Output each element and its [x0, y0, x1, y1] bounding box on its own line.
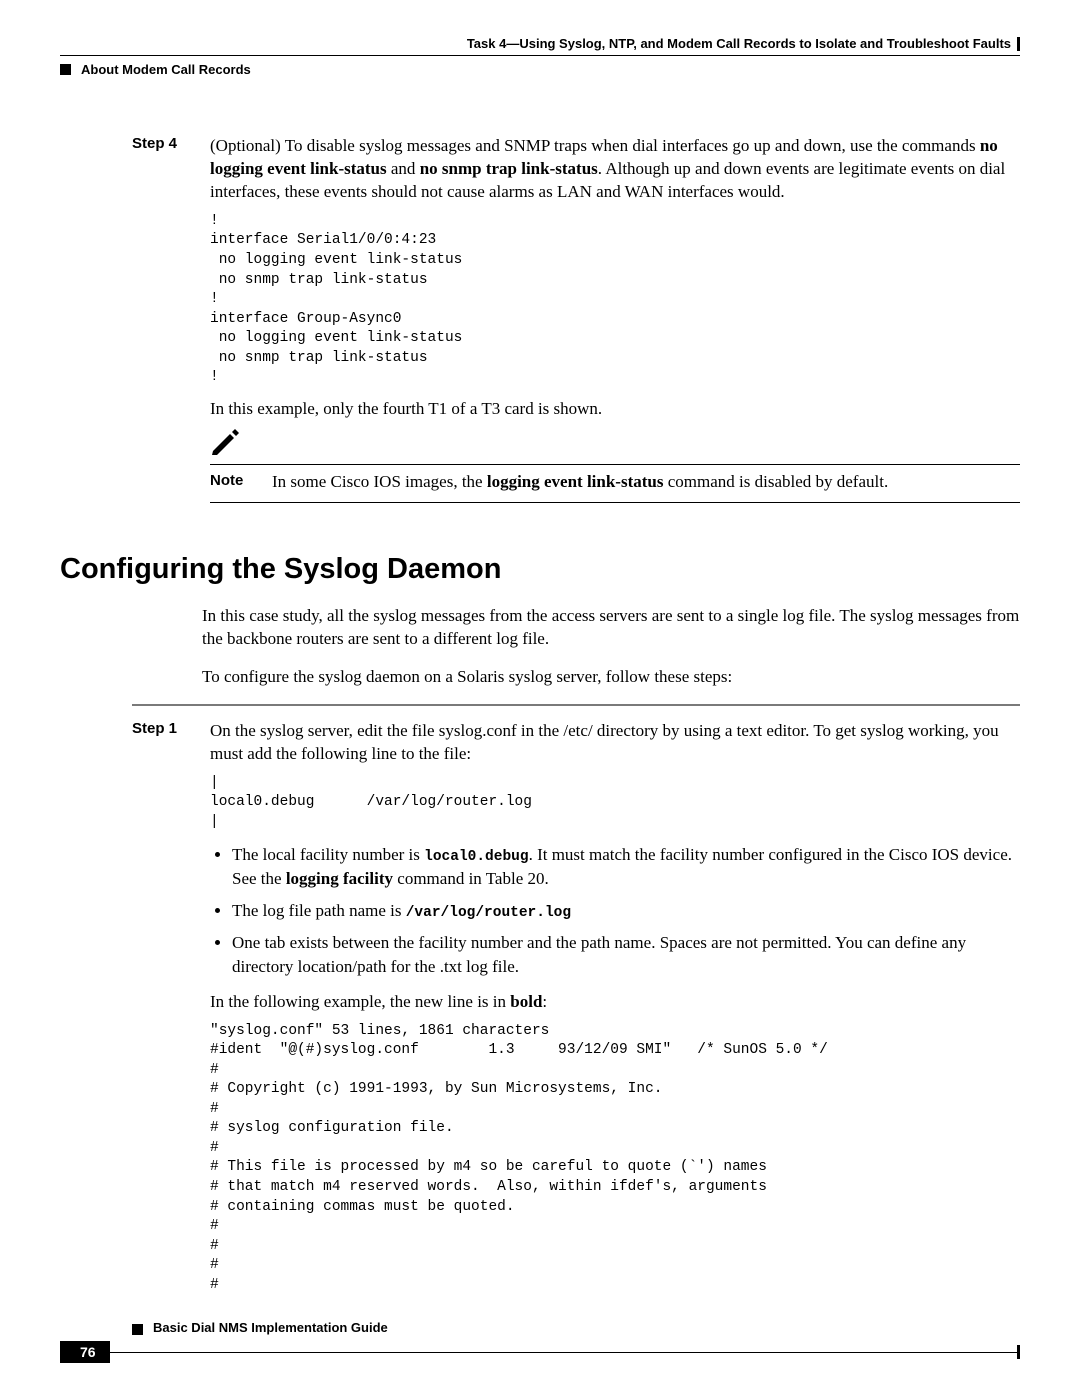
b2-code: /var/log/router.log — [406, 905, 571, 921]
header-rule — [60, 55, 1020, 56]
step-1-bullets: The local facility number is local0.debu… — [210, 843, 1020, 979]
after-post: : — [542, 992, 547, 1011]
step-separator — [132, 704, 1020, 706]
step-1-label: Step 1 — [132, 720, 188, 737]
step-4: Step 4 (Optional) To disable syslog mess… — [132, 135, 1020, 503]
step-4-code: ! interface Serial1/0/0:4:23 no logging … — [210, 212, 1020, 388]
note-row: Note In some Cisco IOS images, the loggi… — [210, 465, 1020, 502]
step-1-body: On the syslog server, edit the file sysl… — [210, 720, 1020, 1305]
footer-rule — [110, 1352, 1017, 1353]
note-post: command is disabled by default. — [663, 472, 888, 491]
note-rule-bottom — [210, 502, 1020, 503]
b1-bold: logging facility — [286, 869, 393, 888]
bullet-1: The local facility number is local0.debu… — [232, 843, 1020, 891]
b2-pre: The log file path name is — [232, 901, 406, 920]
step-4-mid: and — [387, 159, 420, 178]
bullet-2: The log file path name is /var/log/route… — [232, 899, 1020, 923]
running-head-right: Task 4—Using Syslog, NTP, and Modem Call… — [60, 36, 1020, 51]
header-right-bar-icon — [1017, 37, 1020, 51]
note-text: In some Cisco IOS images, the logging ev… — [272, 471, 888, 494]
step-1-after: In the following example, the new line i… — [210, 991, 1020, 1014]
footer-end-bar-icon — [1017, 1345, 1020, 1359]
note-label: Note — [210, 471, 254, 494]
note-pre: In some Cisco IOS images, the — [272, 472, 487, 491]
step-4-after: In this example, only the fourth T1 of a… — [210, 398, 1020, 421]
header-left-text: About Modem Call Records — [81, 62, 251, 77]
step-4-bold2: no snmp trap link-status — [420, 159, 598, 178]
page-number: 76 — [60, 1341, 110, 1363]
step-1-text: On the syslog server, edit the file sysl… — [210, 720, 1020, 766]
note-pencil-icon — [210, 429, 240, 455]
note-bold: logging event link-status — [487, 472, 664, 491]
footer-bar: 76 — [60, 1341, 1020, 1363]
note-block: Note In some Cisco IOS images, the loggi… — [210, 429, 1020, 503]
intro-p1: In this case study, all the syslog messa… — [202, 604, 1020, 651]
step-4-text: (Optional) To disable syslog messages an… — [210, 135, 1020, 204]
b1-post: command in Table 20. — [393, 869, 549, 888]
bullet-3: One tab exists between the facility numb… — [232, 931, 1020, 979]
step-1: Step 1 On the syslog server, edit the fi… — [132, 720, 1020, 1305]
intro-p2: To configure the syslog daemon on a Sola… — [202, 665, 1020, 688]
after-pre: In the following example, the new line i… — [210, 992, 510, 1011]
header-square-icon — [60, 64, 71, 75]
b1-pre: The local facility number is — [232, 845, 424, 864]
step-4-body: (Optional) To disable syslog messages an… — [210, 135, 1020, 503]
section-heading: Configuring the Syslog Daemon — [60, 553, 1020, 586]
step-1-code2: "syslog.conf" 53 lines, 1861 characters … — [210, 1022, 1020, 1296]
footer-square-icon — [132, 1324, 143, 1335]
content-area: Step 4 (Optional) To disable syslog mess… — [60, 135, 1020, 1305]
b1-code: local0.debug — [424, 849, 528, 865]
step-4-pre: (Optional) To disable syslog messages an… — [210, 136, 980, 155]
step-4-label: Step 4 — [132, 135, 188, 152]
step-1-code: | local0.debug /var/log/router.log | — [210, 774, 1020, 833]
footer: Basic Dial NMS Implementation Guide 76 — [60, 1320, 1020, 1363]
running-head-left: About Modem Call Records — [60, 62, 1020, 77]
page: Task 4—Using Syslog, NTP, and Modem Call… — [0, 0, 1080, 1397]
after-bold: bold — [510, 992, 542, 1011]
header-right-text: Task 4—Using Syslog, NTP, and Modem Call… — [467, 36, 1011, 51]
footer-title: Basic Dial NMS Implementation Guide — [153, 1320, 388, 1335]
